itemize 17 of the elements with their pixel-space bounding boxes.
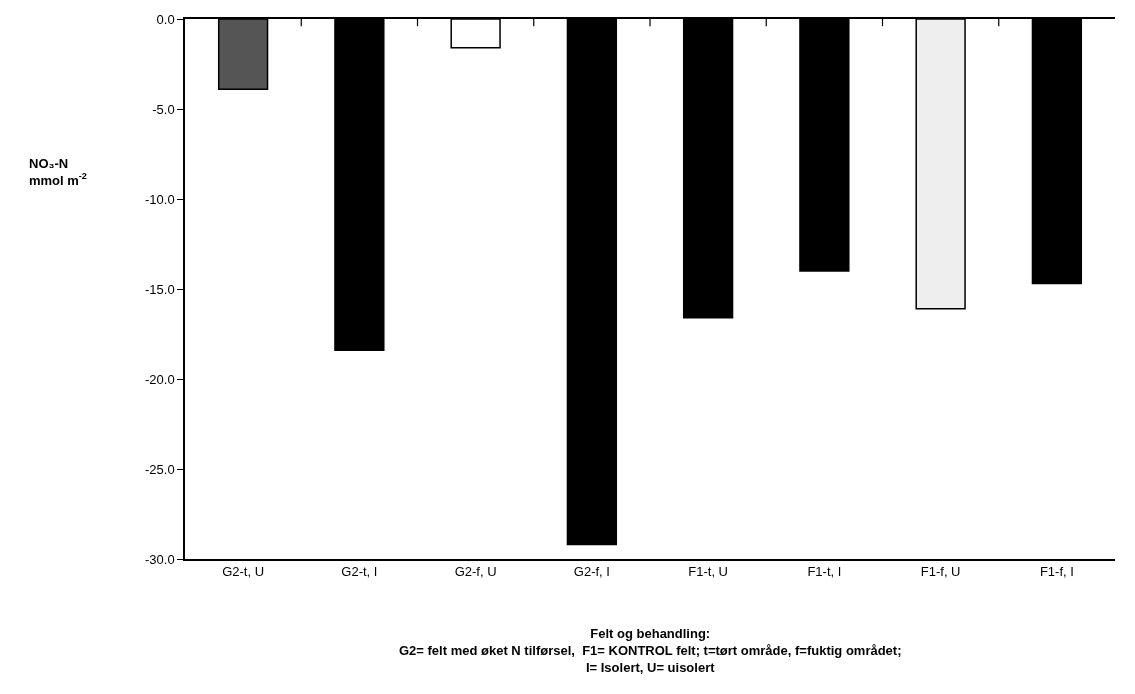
y-tick-label: -5.0 — [152, 101, 175, 117]
x-tick-label: F1-t, I — [807, 564, 842, 580]
y-axis-title: NO₃-N mmol m$^{-2}$ — [29, 156, 87, 188]
y-tick-label: -30.0 — [145, 551, 175, 567]
x-tick-label: G2-f, U — [454, 564, 497, 580]
x-tick-label: G2-t, U — [222, 564, 265, 580]
x-axis-title: Felt og behandling: G2= felt med øket N tilførsel, F1= KONTROL felt; t=tørt område, f=fuktig området; I= Isolert, U= uisolert — [399, 626, 902, 675]
x-tick-label: G2-t, I — [341, 564, 378, 580]
x-tick-label: F1-f, U — [920, 564, 961, 580]
y-tick-label: -20.0 — [145, 371, 175, 387]
y-tick-label: -15.0 — [145, 281, 175, 297]
x-tick-label: G2-f, I — [573, 564, 610, 580]
y-tick-label: 0.0 — [156, 11, 175, 27]
y-tick-label: -25.0 — [145, 461, 175, 477]
y-tick-label: -10.0 — [145, 191, 175, 207]
x-tick-label: F1-f, I — [1039, 564, 1074, 580]
x-tick-label: F1-t, U — [688, 564, 728, 580]
